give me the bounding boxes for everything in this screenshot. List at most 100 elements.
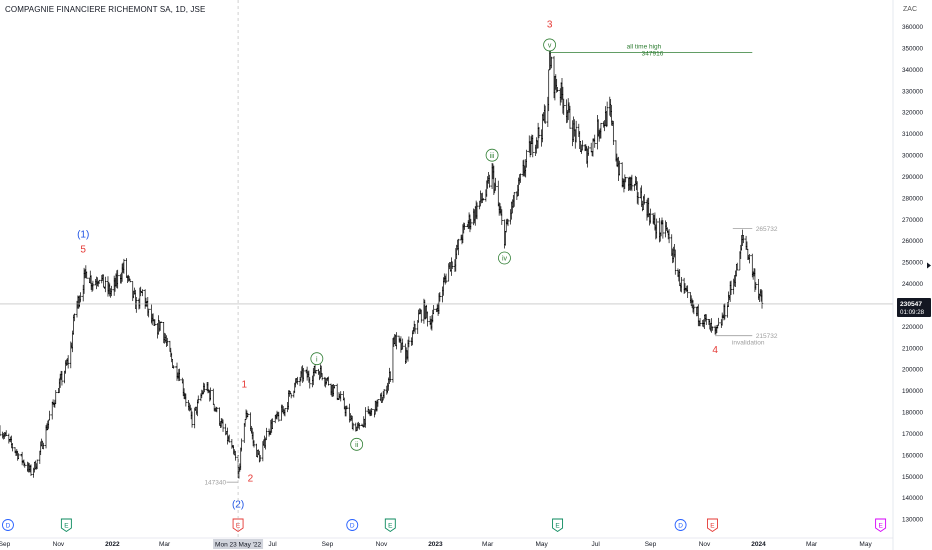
price-bar (590, 142, 593, 153)
price-bar (141, 289, 144, 297)
price-bar (60, 371, 64, 386)
price-bar (711, 326, 714, 331)
price-bar (680, 276, 683, 293)
time-tick-label: Sep (0, 541, 11, 548)
price-bar (296, 376, 299, 385)
wave-circle (498, 251, 511, 265)
price-tick-label: 280000 (902, 195, 924, 202)
price-bar (736, 262, 739, 271)
price-bar (265, 427, 268, 441)
price-bar (0, 425, 2, 437)
price-bar (618, 160, 621, 176)
price-bar (7, 433, 11, 444)
earnings-marker-shape (60, 518, 72, 533)
price-bar (252, 440, 256, 448)
price-bar (547, 69, 550, 112)
time-tick-label: Nov (53, 541, 65, 548)
price-bar (29, 464, 33, 476)
wave-circle (543, 38, 557, 52)
price-bar (110, 285, 113, 297)
event-marker-label: E (64, 523, 69, 530)
price-bar (289, 393, 293, 399)
earnings-marker[interactable]: E (707, 518, 718, 533)
wave-label: ii (355, 442, 359, 449)
dividend-marker[interactable]: D (2, 519, 14, 531)
earnings-marker[interactable]: E (552, 518, 564, 533)
price-bar (364, 407, 367, 428)
price-bar (463, 222, 466, 230)
time-tick-label: May (859, 541, 872, 548)
price-bar (407, 336, 411, 348)
price-bar (562, 98, 565, 116)
price-tick-label: 310000 (902, 131, 924, 138)
price-bar (358, 423, 361, 430)
price-tag-value: 230547 (900, 301, 922, 308)
price-bar (432, 305, 435, 315)
price-bar (593, 134, 596, 148)
price-bar (488, 174, 491, 188)
price-tick-label: 330000 (902, 88, 924, 95)
time-tick-label: Nov (699, 541, 711, 548)
price-bar (246, 412, 250, 417)
event-marker-label: E (555, 523, 560, 530)
price-bar (17, 453, 20, 460)
price-bar (302, 368, 305, 382)
price-tick-label: 260000 (902, 238, 924, 245)
earnings-marker[interactable]: E (875, 518, 887, 533)
price-tick-label: 270000 (902, 217, 924, 224)
price-bar (401, 338, 404, 350)
price-bar (314, 370, 318, 374)
price-tick-label: 300000 (902, 153, 924, 160)
time-tick-label: Mar (159, 541, 171, 548)
price-bar (228, 434, 231, 443)
price-tick-label: 220000 (902, 324, 924, 331)
event-marker-label: D (350, 523, 355, 530)
ath-value: 347916 (642, 51, 664, 58)
price-tick-label: 340000 (902, 67, 924, 74)
earnings-marker[interactable]: E (232, 518, 244, 533)
dividend-marker[interactable]: D (346, 519, 359, 531)
time-tick-label: 2023 (428, 541, 443, 548)
earnings-marker-shape (552, 518, 564, 533)
earnings-marker[interactable]: E (60, 518, 72, 533)
earnings-marker[interactable]: E (384, 518, 396, 533)
dividend-marker[interactable]: D (674, 519, 687, 531)
price-bar (444, 273, 448, 284)
price-bar (500, 209, 504, 225)
price-bar (457, 238, 460, 256)
price-bar (221, 419, 225, 432)
time-tick-label: Mar (482, 541, 494, 548)
price-bar (172, 365, 175, 369)
wave-label: (1) (77, 229, 89, 240)
price-bar (128, 278, 132, 283)
price-bar (717, 317, 720, 326)
price-bar (333, 385, 336, 389)
price-tag-box (897, 297, 931, 317)
wave-label: i (316, 356, 318, 363)
price-bar (537, 126, 541, 139)
price-bar (209, 387, 212, 401)
event-marker-label: E (236, 523, 241, 530)
price-bar (104, 276, 107, 293)
price-bar (494, 177, 497, 191)
price-bar (351, 422, 355, 431)
event-marker-label: D (678, 523, 683, 530)
price-bar (327, 376, 330, 386)
crosshair-time-label: Mon 23 May '22 (215, 542, 261, 549)
price-bar (420, 309, 423, 323)
price-bar (66, 355, 70, 369)
price-tick-label: 130000 (902, 517, 924, 524)
price-bar (54, 390, 57, 404)
price-bar (215, 407, 219, 413)
price-bar (543, 105, 547, 124)
price-bar (339, 391, 342, 402)
earnings-marker-shape (707, 518, 718, 533)
earnings-marker-shape (875, 518, 887, 533)
price-bar (122, 258, 126, 274)
price-bar (643, 194, 646, 205)
price-bar (197, 395, 200, 404)
